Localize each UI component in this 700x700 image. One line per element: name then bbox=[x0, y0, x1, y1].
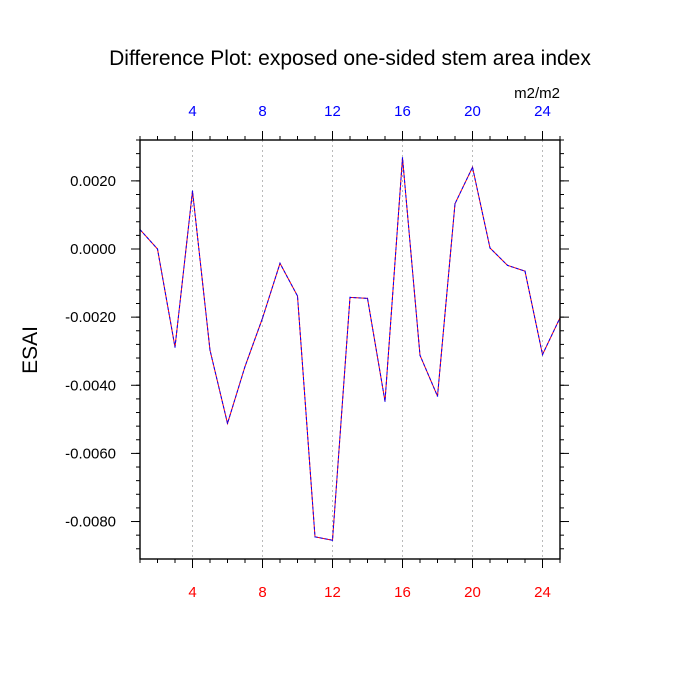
x-tick-label-bottom: 20 bbox=[464, 584, 481, 601]
y-tick-label: -0.0020 bbox=[65, 309, 116, 326]
data-point bbox=[506, 264, 509, 266]
data-point bbox=[471, 166, 474, 168]
x-tick-label-bottom: 24 bbox=[534, 584, 551, 601]
data-point bbox=[419, 354, 421, 356]
data-point bbox=[489, 247, 491, 249]
axis-ticks bbox=[131, 131, 569, 568]
data-point bbox=[226, 422, 229, 425]
chart-title: Difference Plot: exposed one-sided stem … bbox=[109, 47, 591, 70]
data-point bbox=[209, 349, 211, 351]
data-point bbox=[349, 296, 351, 298]
data-point bbox=[174, 346, 176, 348]
x-tick-label-top: 24 bbox=[534, 103, 551, 120]
data-point bbox=[436, 395, 439, 397]
series-line-dashed bbox=[139, 157, 561, 541]
data-point bbox=[279, 262, 281, 264]
x-tick-label-top: 16 bbox=[394, 103, 411, 120]
y-tick-label: 0.0020 bbox=[70, 173, 116, 190]
y-tick-label: -0.0060 bbox=[65, 445, 116, 462]
grid bbox=[192, 140, 543, 559]
x-tick-label-bottom: 8 bbox=[258, 584, 266, 601]
data-point bbox=[156, 248, 159, 250]
data-point bbox=[261, 317, 264, 319]
x-tick-label-top: 8 bbox=[258, 103, 266, 120]
data-point bbox=[296, 295, 299, 297]
x-tick-label-top: 4 bbox=[188, 103, 196, 120]
plot-frame bbox=[139, 139, 561, 560]
data-point bbox=[331, 539, 334, 541]
data-point bbox=[366, 297, 369, 300]
data-point bbox=[524, 270, 526, 272]
data-point bbox=[454, 203, 456, 205]
x-tick-label-top: 12 bbox=[324, 103, 341, 120]
series-line-solid bbox=[139, 157, 561, 541]
x-tick-label-bottom: 4 bbox=[188, 584, 196, 601]
y-tick-label: 0.0000 bbox=[70, 241, 116, 258]
x-tick-label-top: 20 bbox=[464, 103, 481, 120]
y-axis-label: ESAI bbox=[19, 326, 42, 374]
data-point bbox=[191, 190, 194, 192]
data-point bbox=[314, 536, 316, 538]
data-point bbox=[401, 157, 404, 159]
y-tick-label: -0.0080 bbox=[65, 514, 116, 531]
y-tick-label: -0.0040 bbox=[65, 377, 116, 394]
series-group bbox=[139, 157, 561, 541]
units-label: m2/m2 bbox=[514, 85, 560, 102]
x-tick-label-bottom: 12 bbox=[324, 584, 341, 601]
data-point bbox=[384, 400, 386, 402]
tick-labels: 4 4 8 8 12 12 16 16 20 20 24 24 0.0020 0.0000 -0.0020 -… bbox=[65, 103, 551, 601]
data-point bbox=[244, 365, 246, 368]
x-tick-label-bottom: 16 bbox=[394, 584, 411, 601]
data-point bbox=[541, 354, 544, 356]
